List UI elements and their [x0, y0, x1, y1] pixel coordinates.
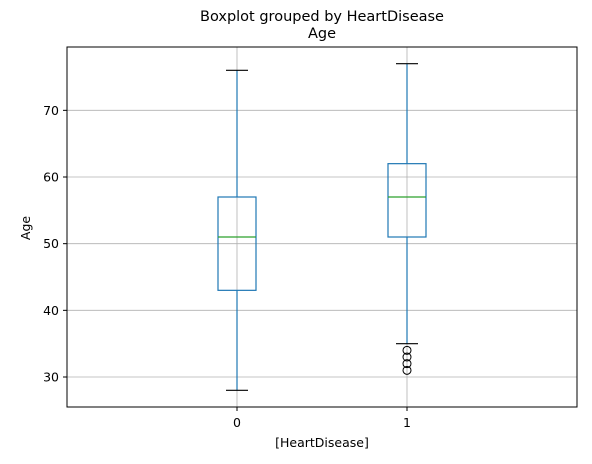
- outlier-point: [402, 359, 412, 369]
- y-tick-label: 70: [43, 103, 59, 118]
- outlier-point: [402, 365, 412, 375]
- box-iqr: [217, 196, 257, 291]
- y-axis-label: Age: [18, 216, 33, 240]
- x-tick-label: 0: [233, 415, 241, 430]
- grid-lines: [67, 47, 577, 407]
- box-iqr: [387, 163, 427, 238]
- outlier-point: [402, 352, 412, 362]
- chart-title: Age: [308, 26, 336, 42]
- chart-suptitle: Boxplot grouped by HeartDisease: [200, 9, 444, 25]
- x-tick-label: 1: [403, 415, 411, 430]
- y-tick-label: 60: [43, 170, 59, 185]
- y-axis-ticks: 30 40 50 60 70: [43, 103, 67, 385]
- plot-frame: [66, 46, 578, 408]
- y-tick-label: 50: [43, 236, 59, 251]
- outlier-point: [402, 345, 412, 355]
- box-group: [217, 63, 427, 391]
- y-tick-label: 40: [43, 303, 59, 318]
- y-tick-label: 30: [43, 370, 59, 385]
- x-axis-label: [HeartDisease]: [275, 435, 369, 450]
